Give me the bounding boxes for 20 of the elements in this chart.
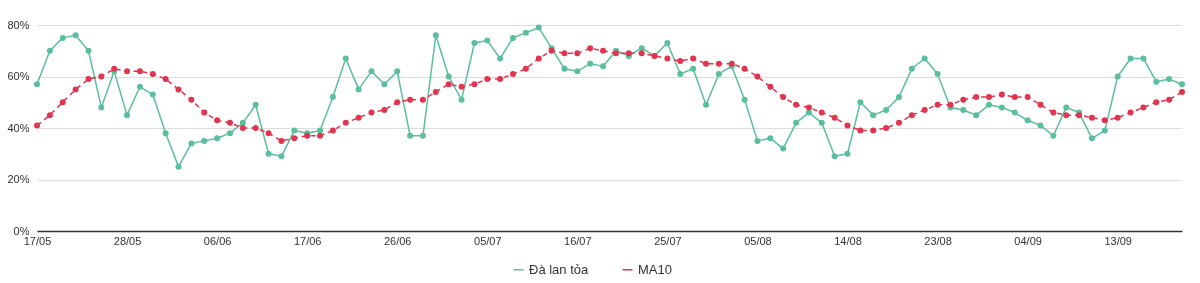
- x-tick-label: 16/07: [564, 234, 592, 247]
- legend-label: MA10: [638, 261, 672, 277]
- y-tick-label: 40%: [7, 121, 30, 134]
- y-tick-label: 80%: [7, 18, 30, 31]
- x-tick-label: 13/09: [1104, 234, 1132, 247]
- x-tick-label: 04/09: [1014, 234, 1042, 247]
- x-tick-label: 17/06: [293, 234, 322, 247]
- x-tick-label: 28/05: [113, 234, 142, 247]
- x-tick-label: 23/08: [924, 234, 952, 247]
- x-tick-label: 17/05: [23, 234, 52, 247]
- x-tick-label: 26/06: [383, 234, 412, 247]
- x-tick-label: 14/08: [834, 234, 862, 247]
- y-tick-label: 60%: [7, 70, 30, 82]
- legend-label: Đà lan tỏa: [529, 261, 590, 277]
- x-tick-label: 06/06: [203, 234, 232, 247]
- y-tick-label: 0%: [13, 224, 30, 237]
- x-tick-label: 25/07: [654, 234, 682, 247]
- x-tick-label: 05/07: [474, 234, 502, 247]
- x-tick-label: 05/08: [744, 234, 772, 247]
- y-tick-label: 20%: [7, 173, 30, 185]
